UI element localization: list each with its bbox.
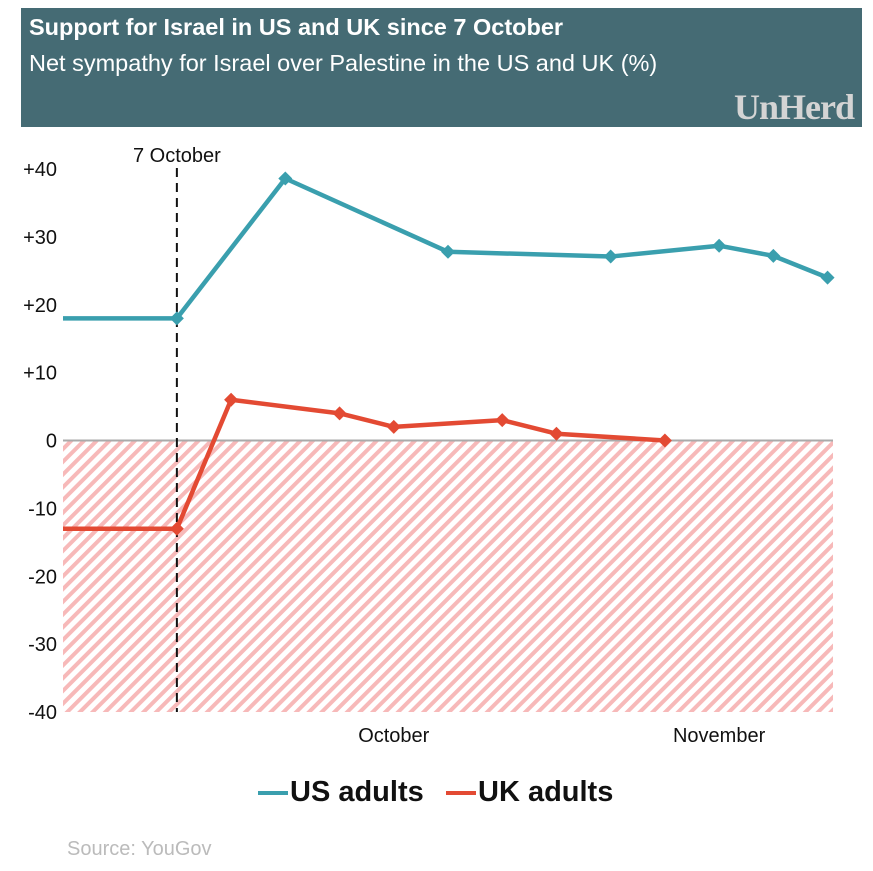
y-tick-label: 0 [46, 431, 57, 453]
y-tick-label: -20 [28, 566, 57, 588]
chart-header: Support for Israel in US and UK since 7 … [21, 8, 862, 127]
y-tick-label: -30 [28, 634, 57, 656]
chart-subtitle: Net sympathy for Israel over Palestine i… [29, 50, 658, 76]
data-point-us [712, 238, 727, 253]
legend-item-uk: UK adults [446, 776, 613, 809]
data-point-us [603, 249, 618, 264]
unherd-logo: UnHerd [734, 87, 855, 127]
legend-label-uk: UK adults [478, 776, 614, 808]
series-line-uk [63, 397, 666, 531]
data-point-us [441, 244, 455, 259]
annotation-label: 7 October [133, 145, 221, 167]
series-line-us [63, 176, 829, 321]
x-tick-label: November [673, 725, 766, 747]
data-point-uk [549, 426, 564, 441]
data-point-us [820, 270, 835, 285]
y-tick-label: +40 [23, 159, 57, 181]
data-point-uk [332, 406, 347, 421]
y-tick-label: +10 [23, 363, 57, 385]
legend-label-us: US adults [290, 776, 424, 808]
data-point-uk [495, 413, 510, 428]
us-legend-line-icon [258, 791, 288, 796]
uk-legend-line-icon [446, 791, 476, 796]
legend-item-us: US adults [258, 776, 424, 809]
data-point-us [169, 311, 184, 326]
y-tick-label: -40 [28, 702, 57, 724]
data-point-uk [657, 433, 672, 448]
data-point-uk [386, 419, 401, 434]
negative-region [63, 440, 833, 712]
source-note: Source: YouGov [67, 838, 212, 860]
x-tick-label: October [358, 725, 429, 747]
y-tick-label: +20 [23, 295, 57, 317]
chart-title: Support for Israel in US and UK since 7 … [29, 14, 564, 40]
y-tick-label: -10 [28, 498, 57, 520]
y-tick-label: +30 [23, 227, 57, 249]
data-point-uk [224, 392, 239, 407]
data-point-us [278, 171, 293, 186]
data-point-uk [169, 521, 184, 536]
data-point-us [766, 248, 781, 263]
